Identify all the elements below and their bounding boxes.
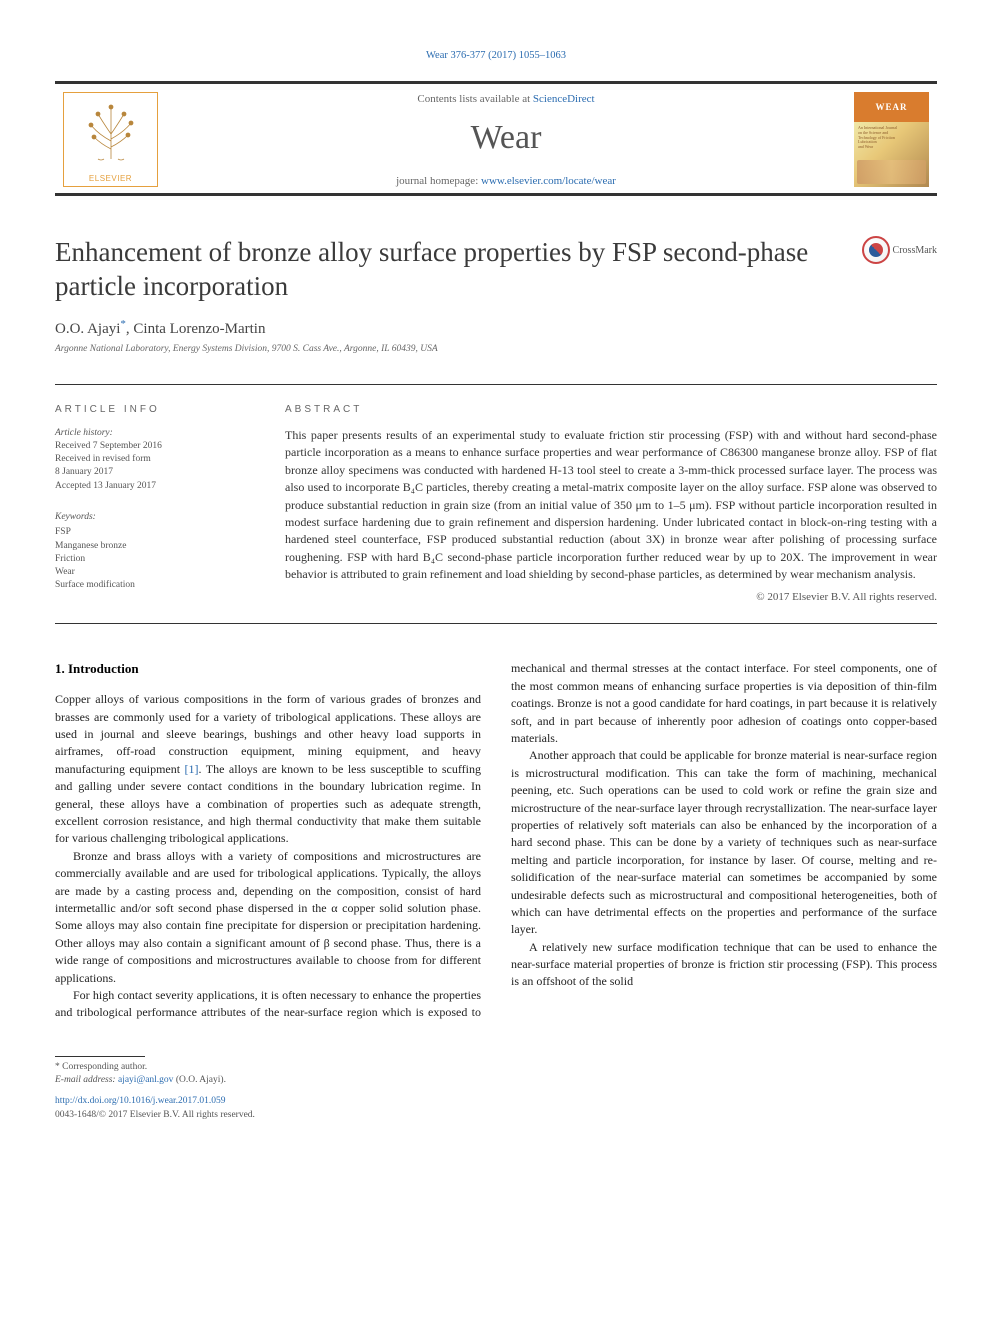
body-paragraph: Copper alloys of various compositions in…	[55, 691, 481, 848]
page-container: Wear 376-377 (2017) 1055–1063	[0, 0, 992, 1172]
revised-date-l1: Received in revised form	[55, 453, 255, 466]
elsevier-logo: ELSEVIER	[63, 92, 158, 187]
cover-blurb: An International Journalon the Science a…	[858, 126, 897, 150]
publisher-label: ELSEVIER	[64, 174, 157, 183]
keyword: Friction	[55, 553, 255, 566]
email-label: E-mail address:	[55, 1075, 118, 1085]
article-header: Enhancement of bronze alloy surface prop…	[55, 236, 937, 354]
article-title: Enhancement of bronze alloy surface prop…	[55, 236, 850, 304]
email-suffix: (O.O. Ajayi).	[173, 1075, 226, 1085]
author-list: O.O. Ajayi*, Cinta Lorenzo-Martin	[55, 318, 937, 338]
homepage-prefix: journal homepage:	[396, 175, 481, 187]
homepage-link[interactable]: www.elsevier.com/locate/wear	[481, 175, 616, 187]
meta-block: ARTICLE INFO Article history: Received 7…	[55, 384, 937, 625]
issn-line: 0043-1648/© 2017 Elsevier B.V. All right…	[55, 1109, 937, 1122]
affiliation: Argonne National Laboratory, Energy Syst…	[55, 344, 937, 354]
page-footer: * Corresponding author. E-mail address: …	[55, 1056, 937, 1122]
email-line: E-mail address: ajayi@anl.gov (O.O. Ajay…	[55, 1074, 937, 1087]
keyword: FSP	[55, 526, 255, 539]
abstract-block: ABSTRACT This paper presents results of …	[285, 403, 937, 606]
keyword: Wear	[55, 566, 255, 579]
masthead: ELSEVIER Contents lists available at Sci…	[55, 81, 937, 196]
corresponding-note: * Corresponding author.	[55, 1061, 937, 1074]
top-citation: Wear 376-377 (2017) 1055–1063	[55, 50, 937, 61]
abstract-heading: ABSTRACT	[285, 403, 937, 418]
email-link[interactable]: ajayi@anl.gov	[118, 1075, 173, 1085]
revised-date-l2: 8 January 2017	[55, 466, 255, 479]
history-label: Article history:	[55, 427, 255, 440]
cover-title: WEAR	[875, 102, 907, 112]
journal-name: Wear	[158, 119, 854, 157]
contents-prefix: Contents lists available at	[417, 93, 532, 105]
body-paragraph: Bronze and brass alloys with a variety o…	[55, 848, 481, 987]
journal-cover: WEAR An International Journalon the Scie…	[854, 92, 929, 187]
section-heading: 1. Introduction	[55, 660, 481, 679]
keyword: Manganese bronze	[55, 540, 255, 553]
author-secondary: , Cinta Lorenzo-Martin	[126, 321, 266, 337]
crossmark-label: CrossMark	[893, 245, 937, 256]
article-info: ARTICLE INFO Article history: Received 7…	[55, 403, 255, 606]
crossmark-badge[interactable]: CrossMark	[862, 236, 937, 264]
sciencedirect-link[interactable]: ScienceDirect	[533, 93, 595, 105]
cover-art	[857, 160, 926, 184]
doi-link[interactable]: http://dx.doi.org/10.1016/j.wear.2017.01…	[55, 1095, 937, 1108]
body-paragraph: A relatively new surface modification te…	[511, 939, 937, 991]
author-primary: O.O. Ajayi	[55, 321, 120, 337]
accepted-date: Accepted 13 January 2017	[55, 480, 255, 493]
keywords-label: Keywords:	[55, 511, 255, 524]
abstract-text: This paper presents results of an experi…	[285, 427, 937, 584]
journal-homepage: journal homepage: www.elsevier.com/locat…	[158, 175, 854, 187]
footnote-rule	[55, 1056, 145, 1057]
keyword: Surface modification	[55, 579, 255, 592]
article-info-heading: ARTICLE INFO	[55, 403, 255, 417]
article-body: 1. Introduction Copper alloys of various…	[55, 660, 937, 1021]
citation-link[interactable]: [1]	[185, 762, 199, 776]
crossmark-icon	[862, 236, 890, 264]
contents-line: Contents lists available at ScienceDirec…	[158, 93, 854, 105]
abstract-copyright: © 2017 Elsevier B.V. All rights reserved…	[285, 590, 937, 606]
body-paragraph: Another approach that could be applicabl…	[511, 747, 937, 938]
tree-icon	[76, 99, 146, 167]
received-date: Received 7 September 2016	[55, 440, 255, 453]
